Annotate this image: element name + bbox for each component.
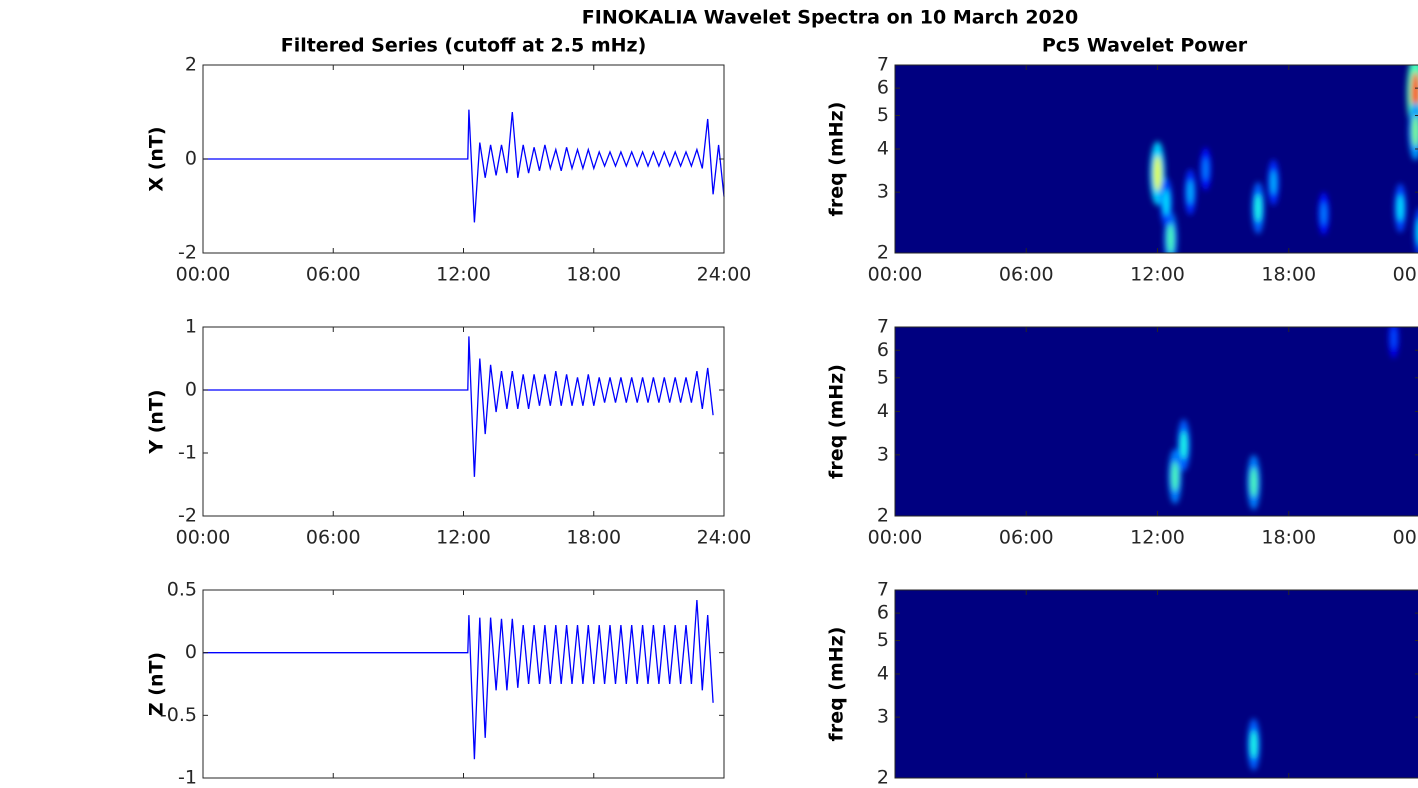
y-axis-label: Y (nT) xyxy=(146,389,168,454)
y-tick-label: 3 xyxy=(877,443,889,465)
axes-box xyxy=(202,326,725,517)
signal-line xyxy=(203,109,725,223)
y-axis-label: freq (mHz) xyxy=(826,627,848,742)
power-core xyxy=(1167,223,1174,253)
power-core xyxy=(1270,170,1277,195)
y-tick-label: 2 xyxy=(877,242,889,264)
power-core xyxy=(1180,430,1187,460)
x-tick-label: 18:00 xyxy=(1261,527,1316,549)
y-axis-label: X (nT) xyxy=(146,126,168,191)
spectrum xyxy=(1247,718,1261,771)
y-tick-label: 0 xyxy=(185,379,197,401)
spectrum xyxy=(1168,327,1399,510)
x-tick-label: 24:00 xyxy=(697,527,752,549)
y-tick-label: 6 xyxy=(877,339,889,361)
axes: -1 -0.5 0 0.5 Z (nT) xyxy=(146,579,725,788)
axes-box xyxy=(202,589,725,779)
axes-title: Filtered Series (cutoff at 2.5 mHz) xyxy=(281,35,647,57)
y-tick-label: -0.5 xyxy=(160,704,197,726)
axes: 2 3 4 5 67 freq (mHz) xyxy=(826,579,1418,788)
y-tick-label: 7 xyxy=(877,54,889,76)
y-tick-label: 7 xyxy=(877,579,889,601)
y-tick-label: 2 xyxy=(185,54,197,76)
axes-title: Pc5 Wavelet Power xyxy=(1042,35,1248,57)
y-tick-label: 2 xyxy=(877,767,889,788)
axes: 00:00 06:00 12:00 18:00 24:00 -2 -1 0 1 Y (nT) xyxy=(146,316,752,549)
y-tick-label: 5 xyxy=(877,104,889,126)
x-tick-label: 12:00 xyxy=(436,527,491,549)
x-tick-label: 18:00 xyxy=(1261,264,1316,286)
y-tick-label: 0 xyxy=(185,148,197,170)
y-tick-label: -1 xyxy=(178,442,197,464)
y-tick-label: 6 xyxy=(877,602,889,624)
y-tick-label: 4 xyxy=(877,137,889,159)
power-core xyxy=(1187,179,1194,205)
y-tick-label: 2 xyxy=(877,505,889,527)
y-tick-label: 6 xyxy=(877,77,889,99)
x-tick-label: 12:00 xyxy=(1130,264,1185,286)
y-tick-label: -1 xyxy=(178,767,197,788)
y-tick-label: 5 xyxy=(877,366,889,388)
y-tick-label: 3 xyxy=(877,706,889,728)
x-tick-label: 06:00 xyxy=(999,527,1054,549)
y-tick-label: 1 xyxy=(185,316,197,338)
y-tick-label: 7 xyxy=(877,316,889,338)
power-core xyxy=(1254,193,1262,223)
y-tick-label: 4 xyxy=(877,400,889,422)
signal-line xyxy=(203,336,714,477)
power-core xyxy=(1412,115,1418,148)
axes: 00:00 06:00 12:00 18:00 24:00 -2 0 2 X (nT) Filte… xyxy=(146,35,752,286)
y-tick-label: 5 xyxy=(877,629,889,651)
power-core xyxy=(1250,730,1257,759)
power-core xyxy=(1171,461,1179,492)
x-tick-label: 00:00 xyxy=(1393,264,1418,286)
y-tick-label: 0 xyxy=(185,641,197,663)
power-core xyxy=(1153,155,1162,192)
signal-line xyxy=(203,599,714,760)
figure-title: FINOKALIA Wavelet Spectra on 10 March 20… xyxy=(582,7,1078,29)
power-core xyxy=(1250,467,1258,498)
y-tick-label: 0.5 xyxy=(167,579,197,601)
plot-background xyxy=(895,590,1418,778)
x-tick-label: 24:00 xyxy=(697,264,752,286)
x-tick-label: 18:00 xyxy=(566,264,621,286)
y-axis-label: freq (mHz) xyxy=(826,364,848,479)
x-tick-label: 00:00 xyxy=(1393,527,1418,549)
plot-background xyxy=(895,327,1418,516)
x-tick-label: 00:00 xyxy=(176,264,231,286)
power-core xyxy=(1202,157,1209,181)
spectrum xyxy=(1149,65,1418,253)
x-tick-label: 00:00 xyxy=(176,527,231,549)
power-core xyxy=(1391,327,1397,349)
power-peak xyxy=(1413,208,1418,253)
y-tick-label: -2 xyxy=(178,505,197,527)
power-core xyxy=(1397,194,1404,222)
y-tick-label: -2 xyxy=(178,242,197,264)
x-tick-label: 18:00 xyxy=(566,527,621,549)
y-tick-label: 3 xyxy=(877,181,889,203)
x-tick-label: 00:00 xyxy=(868,264,923,286)
y-axis-label: freq (mHz) xyxy=(826,102,848,217)
power-core xyxy=(1163,189,1170,216)
y-tick-label: 4 xyxy=(877,662,889,684)
x-tick-label: 12:00 xyxy=(436,264,491,286)
x-tick-label: 06:00 xyxy=(999,264,1054,286)
x-tick-label: 06:00 xyxy=(306,527,361,549)
y-axis-label: Z (nT) xyxy=(146,652,168,716)
x-tick-label: 12:00 xyxy=(1130,527,1185,549)
power-core xyxy=(1321,202,1327,226)
x-tick-label: 00:00 xyxy=(868,527,923,549)
x-tick-label: 06:00 xyxy=(306,264,361,286)
